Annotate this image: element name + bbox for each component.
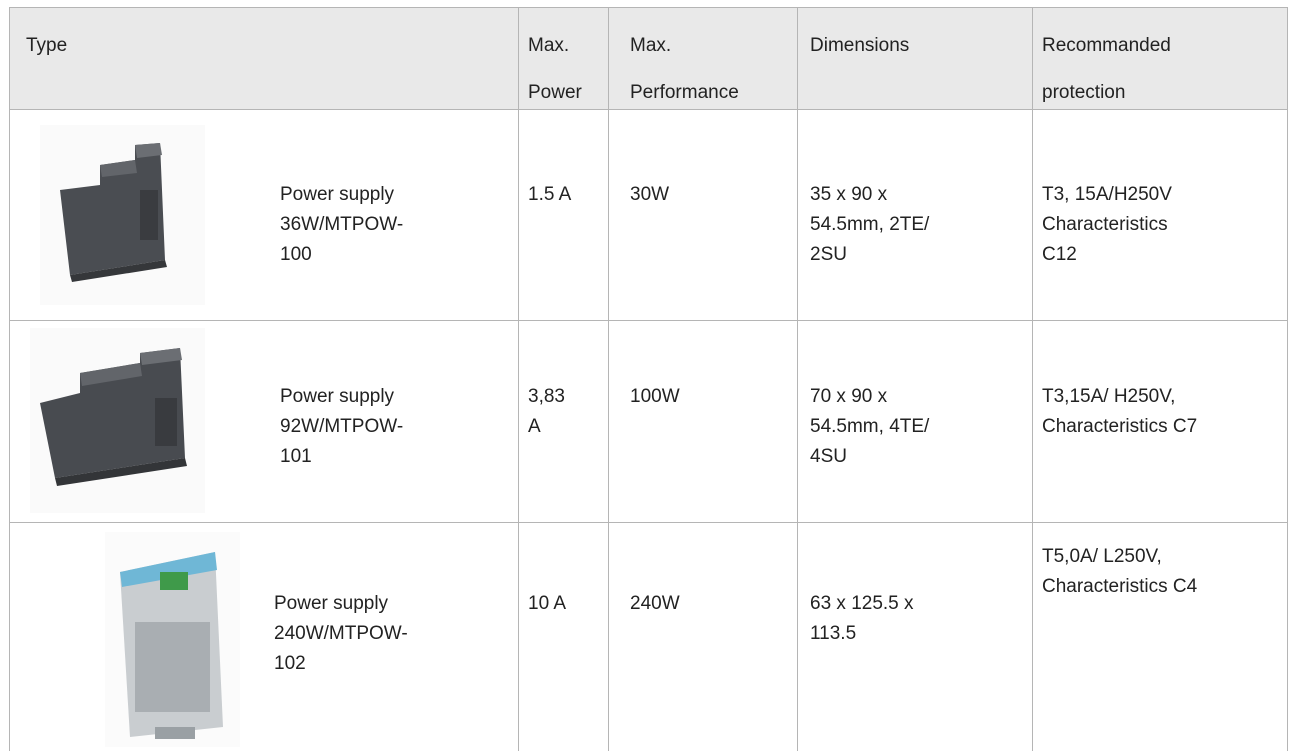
cell: 35 x 90 x 54.5mm, 2TE/ 2SU: [810, 180, 929, 270]
cell: 3,83 A: [528, 382, 565, 442]
cell: T3,15A/ H250V, Characteristics C7: [1042, 382, 1197, 442]
table: Type Max. Power Max. Performance Dimensi…: [0, 0, 1290, 751]
cell: 240W: [630, 589, 680, 619]
border: [9, 522, 1287, 523]
border: [1287, 7, 1288, 751]
cell: T3, 15A/H250V Characteristics C12: [1042, 180, 1172, 270]
border: [9, 320, 1287, 321]
cell: Power supply 92W/MTPOW- 101: [280, 382, 403, 472]
cell: T5,0A/ L250V, Characteristics C4: [1042, 542, 1197, 602]
cell: 63 x 125.5 x 113.5: [810, 589, 914, 649]
page: {"table": { "header": ["Type", "Max.\nPo…: [0, 0, 1290, 751]
cell: 10 A: [528, 589, 566, 619]
product-image: [30, 328, 205, 513]
border: [9, 7, 10, 751]
border: [518, 7, 519, 751]
header-cell: Max. Performance: [630, 22, 739, 116]
header-cell: Recommanded protection: [1042, 22, 1171, 116]
cell: 100W: [630, 382, 680, 412]
border: [608, 7, 609, 751]
border: [1032, 7, 1033, 751]
product-image: [105, 532, 240, 747]
cell: 30W: [630, 180, 669, 210]
product-image: [40, 125, 205, 305]
cell: 70 x 90 x 54.5mm, 4TE/ 4SU: [810, 382, 929, 472]
cell: Power supply 240W/MTPOW- 102: [274, 589, 408, 679]
cell: 1.5 A: [528, 180, 571, 210]
header-cell: Dimensions: [810, 22, 909, 69]
cell: Power supply 36W/MTPOW- 100: [280, 180, 403, 270]
header-cell: Type: [26, 22, 67, 69]
header-cell: Max. Power: [528, 22, 582, 116]
border: [797, 7, 798, 751]
